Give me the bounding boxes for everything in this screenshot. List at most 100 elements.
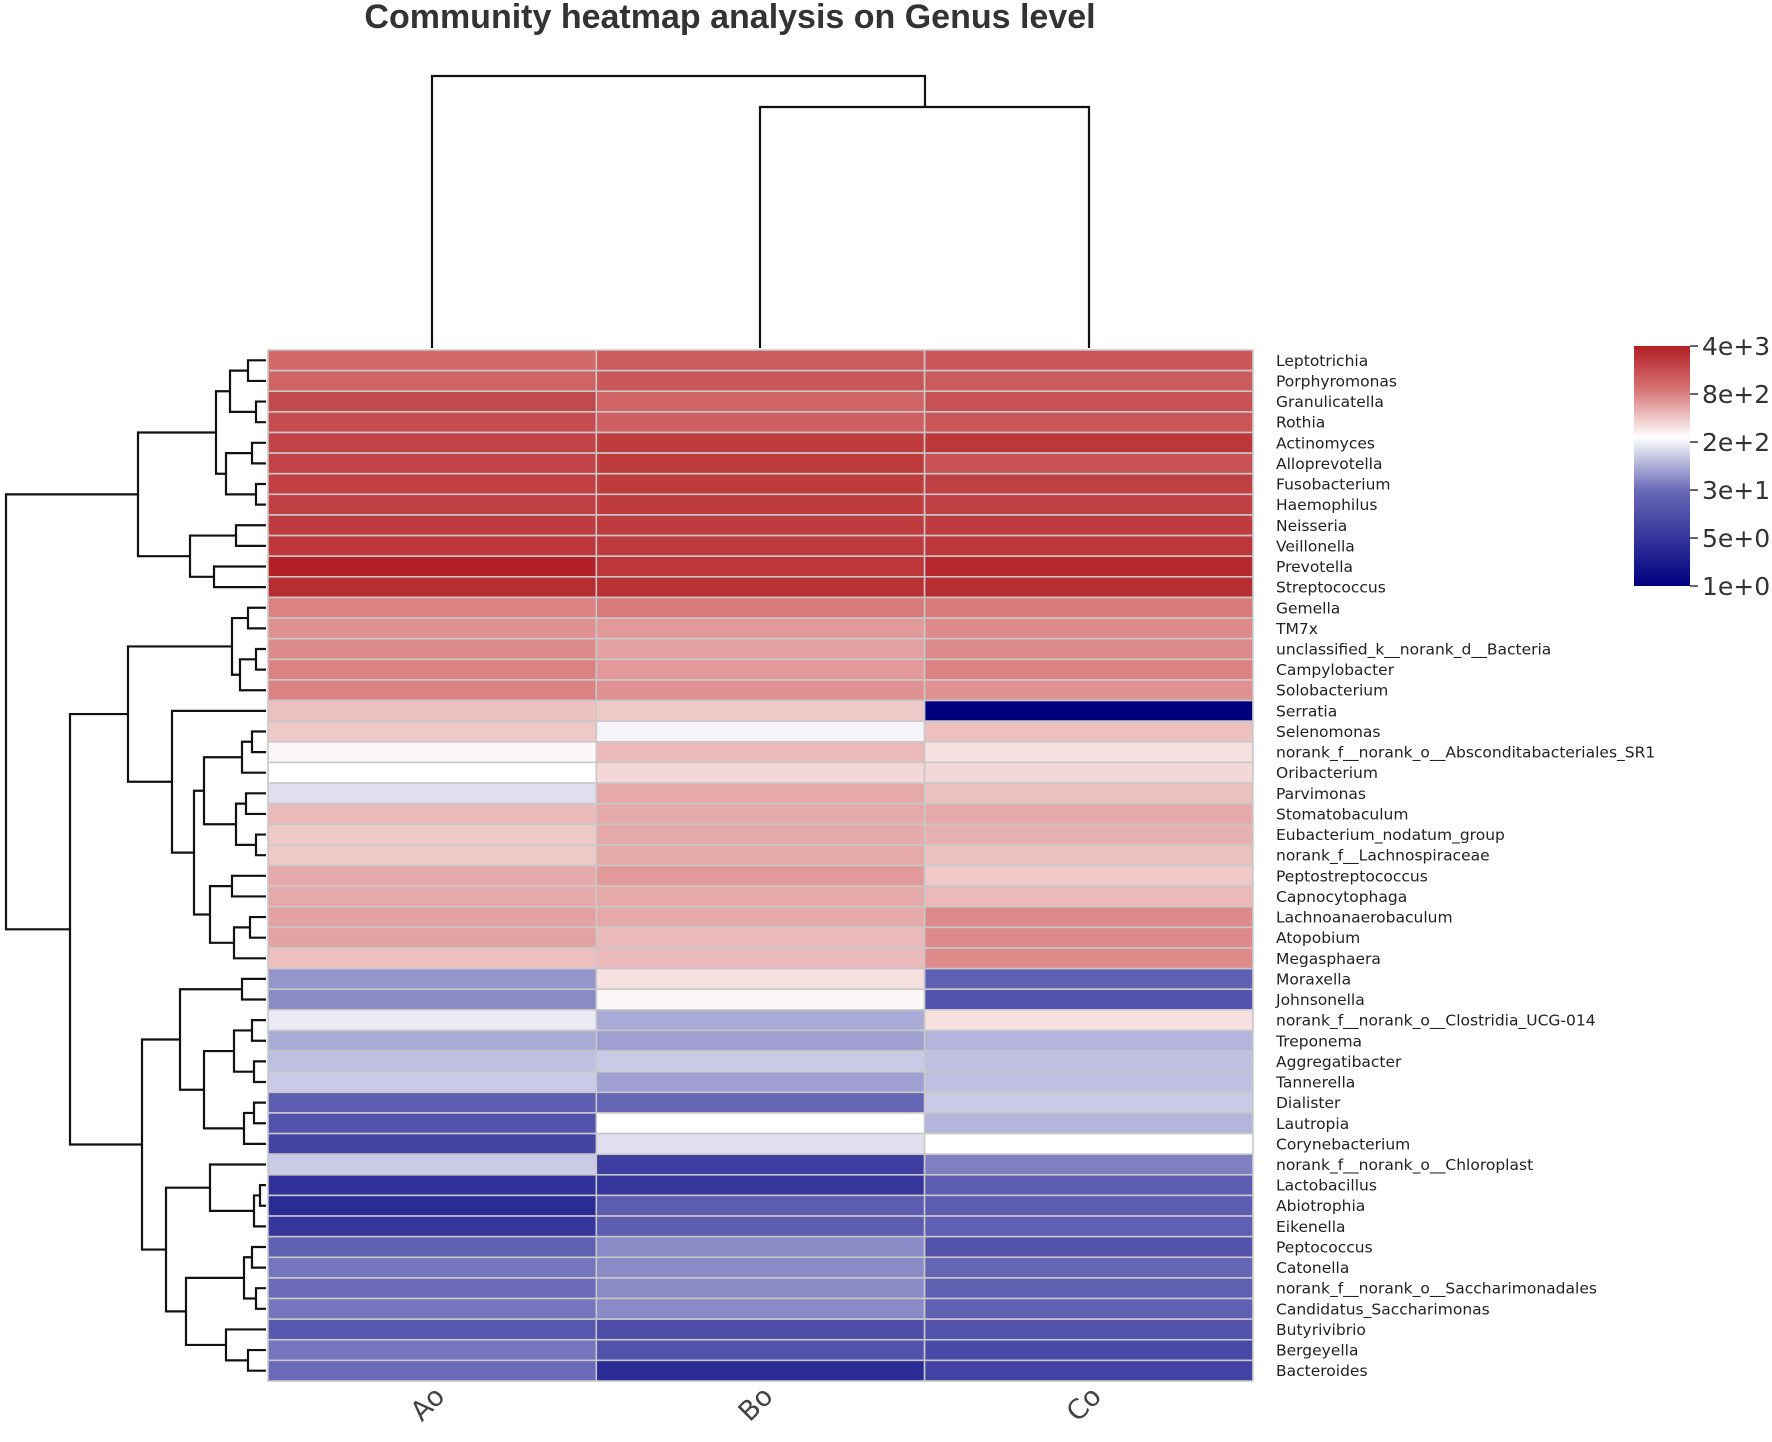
- cell-bacteroides-bo: [595, 1359, 926, 1382]
- column-dendrogram: [430, 74, 1091, 348]
- cell-capnocytophaga-co: [923, 885, 1254, 908]
- cell-prevotella-co: [923, 555, 1254, 578]
- cell-moraxella-bo: [595, 967, 926, 991]
- cell-campylobacter-co: [923, 658, 1254, 681]
- cell-veillonella-co: [923, 534, 1254, 558]
- cell-porphyromonas-co: [923, 369, 1254, 393]
- cell-actinomyces-bo: [595, 431, 926, 454]
- row-dendro-branch: [254, 400, 266, 424]
- row-dendro-branch: [258, 1184, 266, 1207]
- row-dendro-branch: [252, 1060, 266, 1084]
- row-dendro-branch: [254, 833, 266, 857]
- cell-prevotella-ao: [267, 555, 598, 578]
- cell-aggregatibacter-ao: [267, 1050, 598, 1073]
- cell-selenomonas-ao: [267, 720, 598, 743]
- cell-norank-f-norank-o-clostridia-ucg-014-co: [923, 1009, 1254, 1032]
- cell-leptotrichia-ao: [267, 349, 598, 372]
- cell-granulicatella-co: [923, 390, 1254, 413]
- cell-norank-f-norank-o-absconditabacteriales-sr1-bo: [595, 740, 926, 764]
- row-dendro-branch: [240, 740, 266, 774]
- cell-serratia-ao: [267, 699, 598, 722]
- cell-gemella-co: [923, 596, 1254, 619]
- cell-johnsonella-co: [923, 988, 1254, 1011]
- row-dendro-branch: [242, 1256, 256, 1300]
- legend-label: 3e+1: [1702, 476, 1770, 505]
- cell-porphyromonas-ao: [267, 369, 598, 393]
- row-dendro-branch: [214, 390, 230, 475]
- row-label-norank-f-norank-o-clostridia-ucg-014: norank_f__norank_o__Clostridia_UCG-014: [1276, 1012, 1596, 1031]
- cell-bergeyella-ao: [267, 1338, 598, 1362]
- row-label-actinomyces: Actinomyces: [1276, 434, 1375, 452]
- cell-catonella-co: [923, 1256, 1254, 1279]
- cell-dialister-bo: [595, 1091, 926, 1114]
- row-label-norank-f-norank-o-saccharimonadales: norank_f__norank_o__Saccharimonadales: [1276, 1280, 1597, 1299]
- cell-lautropia-ao: [267, 1112, 598, 1135]
- cell-alloprevotella-ao: [267, 452, 598, 475]
- row-dendro-branch: [4, 493, 138, 931]
- row-label-norank-f-norank-o-absconditabacteriales-sr1: norank_f__norank_o__Absconditabacteriale…: [1276, 744, 1655, 763]
- cell-lautropia-bo: [595, 1112, 926, 1135]
- cell-selenomonas-co: [923, 720, 1254, 743]
- cell-stomatobaculum-bo: [595, 802, 926, 826]
- row-label-selenomonas: Selenomonas: [1276, 723, 1381, 741]
- row-labels: Leptotrichia Porphyromonas Granulicatella R…: [1275, 352, 1655, 1380]
- cell-peptostreptococcus-bo: [595, 864, 926, 887]
- cell-alloprevotella-co: [923, 452, 1254, 475]
- cell-lachnoanaerobaculum-ao: [267, 905, 598, 929]
- cell-norank-f-norank-o-saccharimonadales-bo: [595, 1277, 926, 1300]
- row-label-porphyromonas: Porphyromonas: [1276, 372, 1397, 390]
- row-label-megasphaera: Megasphaera: [1276, 950, 1381, 968]
- cell-campylobacter-bo: [595, 658, 926, 681]
- row-label-lactobacillus: Lactobacillus: [1276, 1177, 1377, 1195]
- cell-solobacterium-bo: [595, 679, 926, 702]
- cell-norank-f-norank-o-saccharimonadales-co: [923, 1277, 1254, 1300]
- cell-oribacterium-ao: [267, 761, 598, 784]
- cell-eubacterium-nodatum-group-co: [923, 823, 1254, 846]
- row-label-streptococcus: Streptococcus: [1276, 579, 1386, 597]
- cell-parvimonas-co: [923, 782, 1254, 805]
- row-label-tannerella: Tannerella: [1275, 1074, 1355, 1092]
- row-label-veillonella: Veillonella: [1276, 537, 1355, 555]
- row-dendro-branch: [208, 885, 234, 944]
- color-legend: 4e+3 8e+2 2e+2 3e+1 5e+0 1e+0: [1634, 332, 1770, 601]
- row-label-bacteroides: Bacteroides: [1276, 1362, 1368, 1380]
- cell-peptococcus-co: [923, 1235, 1254, 1259]
- row-label-serratia: Serratia: [1276, 702, 1337, 720]
- cell-campylobacter-ao: [267, 658, 598, 681]
- legend-label: 5e+0: [1702, 524, 1770, 553]
- cell-corynebacterium-ao: [267, 1132, 598, 1155]
- cell-norank-f-norank-o-chloroplast-ao: [267, 1153, 598, 1176]
- cell-candidatus-saccharimonas-bo: [595, 1297, 926, 1320]
- column-label-co: Co: [1061, 1381, 1108, 1428]
- cell-porphyromonas-bo: [595, 369, 926, 393]
- cell-megasphaera-co: [923, 947, 1254, 970]
- cell-parvimonas-bo: [595, 782, 926, 805]
- cell-eikenella-ao: [267, 1215, 598, 1238]
- cell-actinomyces-ao: [267, 431, 598, 454]
- row-label-lachnoanaerobaculum: Lachnoanaerobaculum: [1276, 909, 1453, 927]
- row-dendro-branch: [140, 1038, 180, 1251]
- cell-butyrivibrio-bo: [595, 1318, 926, 1341]
- row-label-peptostreptococcus: Peptostreptococcus: [1276, 867, 1428, 885]
- cell-streptococcus-ao: [267, 576, 598, 599]
- cell-butyrivibrio-co: [923, 1318, 1254, 1341]
- row-label-unclassified-k-norank-d-bacteria: unclassified_k__norank_d__Bacteria: [1276, 640, 1551, 659]
- row-dendro-branch: [126, 645, 232, 783]
- legend-label: 2e+2: [1702, 428, 1770, 457]
- row-label-butyrivibrio: Butyrivibrio: [1276, 1321, 1366, 1339]
- cell-neisseria-co: [923, 514, 1254, 537]
- cell-atopobium-co: [923, 926, 1254, 949]
- row-label-catonella: Catonella: [1276, 1259, 1349, 1277]
- legend-colorbar: [1634, 346, 1690, 586]
- cell-haemophilus-ao: [267, 493, 598, 516]
- cell-fusobacterium-ao: [267, 472, 598, 496]
- cell-tm7x-ao: [267, 617, 598, 640]
- cell-unclassified-k-norank-d-bacteria-ao: [267, 637, 598, 661]
- cell-norank-f-lachnospiraceae-bo: [595, 844, 926, 867]
- row-label-parvimonas: Parvimonas: [1276, 785, 1366, 803]
- cell-selenomonas-bo: [595, 720, 926, 743]
- row-dendro-branch: [68, 712, 142, 1146]
- cell-serratia-co: [923, 699, 1254, 722]
- cell-haemophilus-co: [923, 493, 1254, 516]
- cell-lautropia-co: [923, 1112, 1254, 1135]
